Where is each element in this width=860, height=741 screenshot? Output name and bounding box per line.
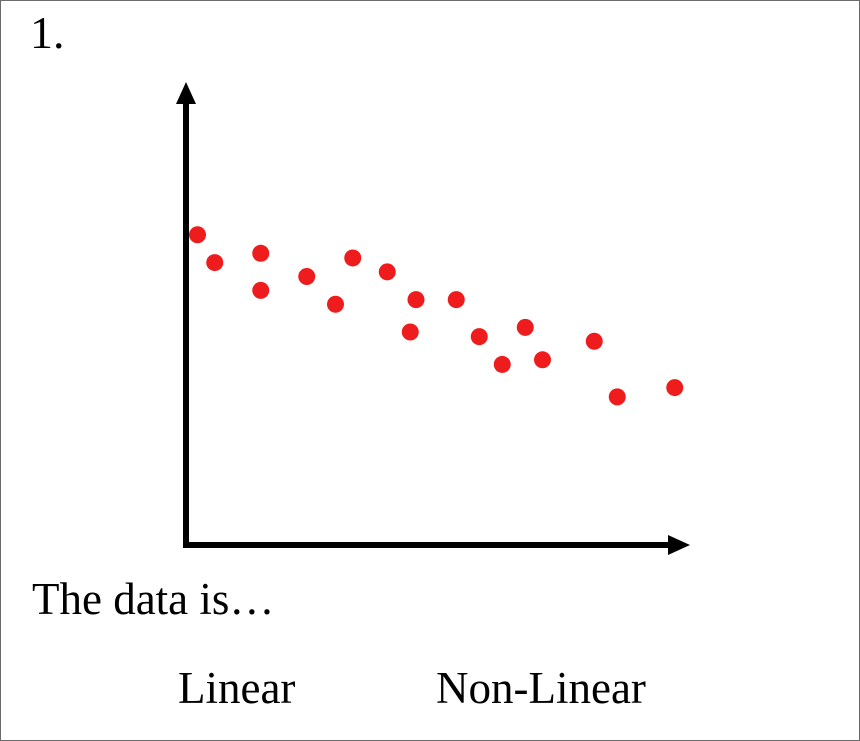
- data-point: [189, 226, 206, 244]
- y-axis-arrow-icon: [176, 82, 196, 104]
- question-number: 1.: [30, 7, 65, 58]
- data-point: [666, 379, 684, 397]
- data-point: [327, 295, 344, 313]
- data-point: [493, 355, 511, 373]
- data-point: [298, 267, 316, 285]
- data-point: [401, 323, 419, 341]
- data-point: [470, 328, 488, 346]
- axes: [176, 82, 690, 555]
- data-point: [534, 351, 551, 369]
- option-linear[interactable]: Linear: [178, 663, 296, 713]
- data-point: [516, 318, 534, 336]
- data-point: [407, 291, 425, 309]
- option-non-linear[interactable]: Non-Linear: [436, 663, 646, 713]
- data-points: [189, 226, 684, 406]
- data-point: [252, 281, 270, 299]
- data-point: [447, 291, 465, 309]
- data-point: [608, 388, 626, 406]
- data-point: [252, 244, 270, 262]
- data-point: [378, 263, 396, 281]
- data-point: [344, 249, 362, 267]
- data-point: [585, 332, 603, 350]
- data-point: [206, 254, 224, 272]
- question-prompt: The data is…: [32, 574, 275, 624]
- x-axis-arrow-icon: [668, 535, 690, 555]
